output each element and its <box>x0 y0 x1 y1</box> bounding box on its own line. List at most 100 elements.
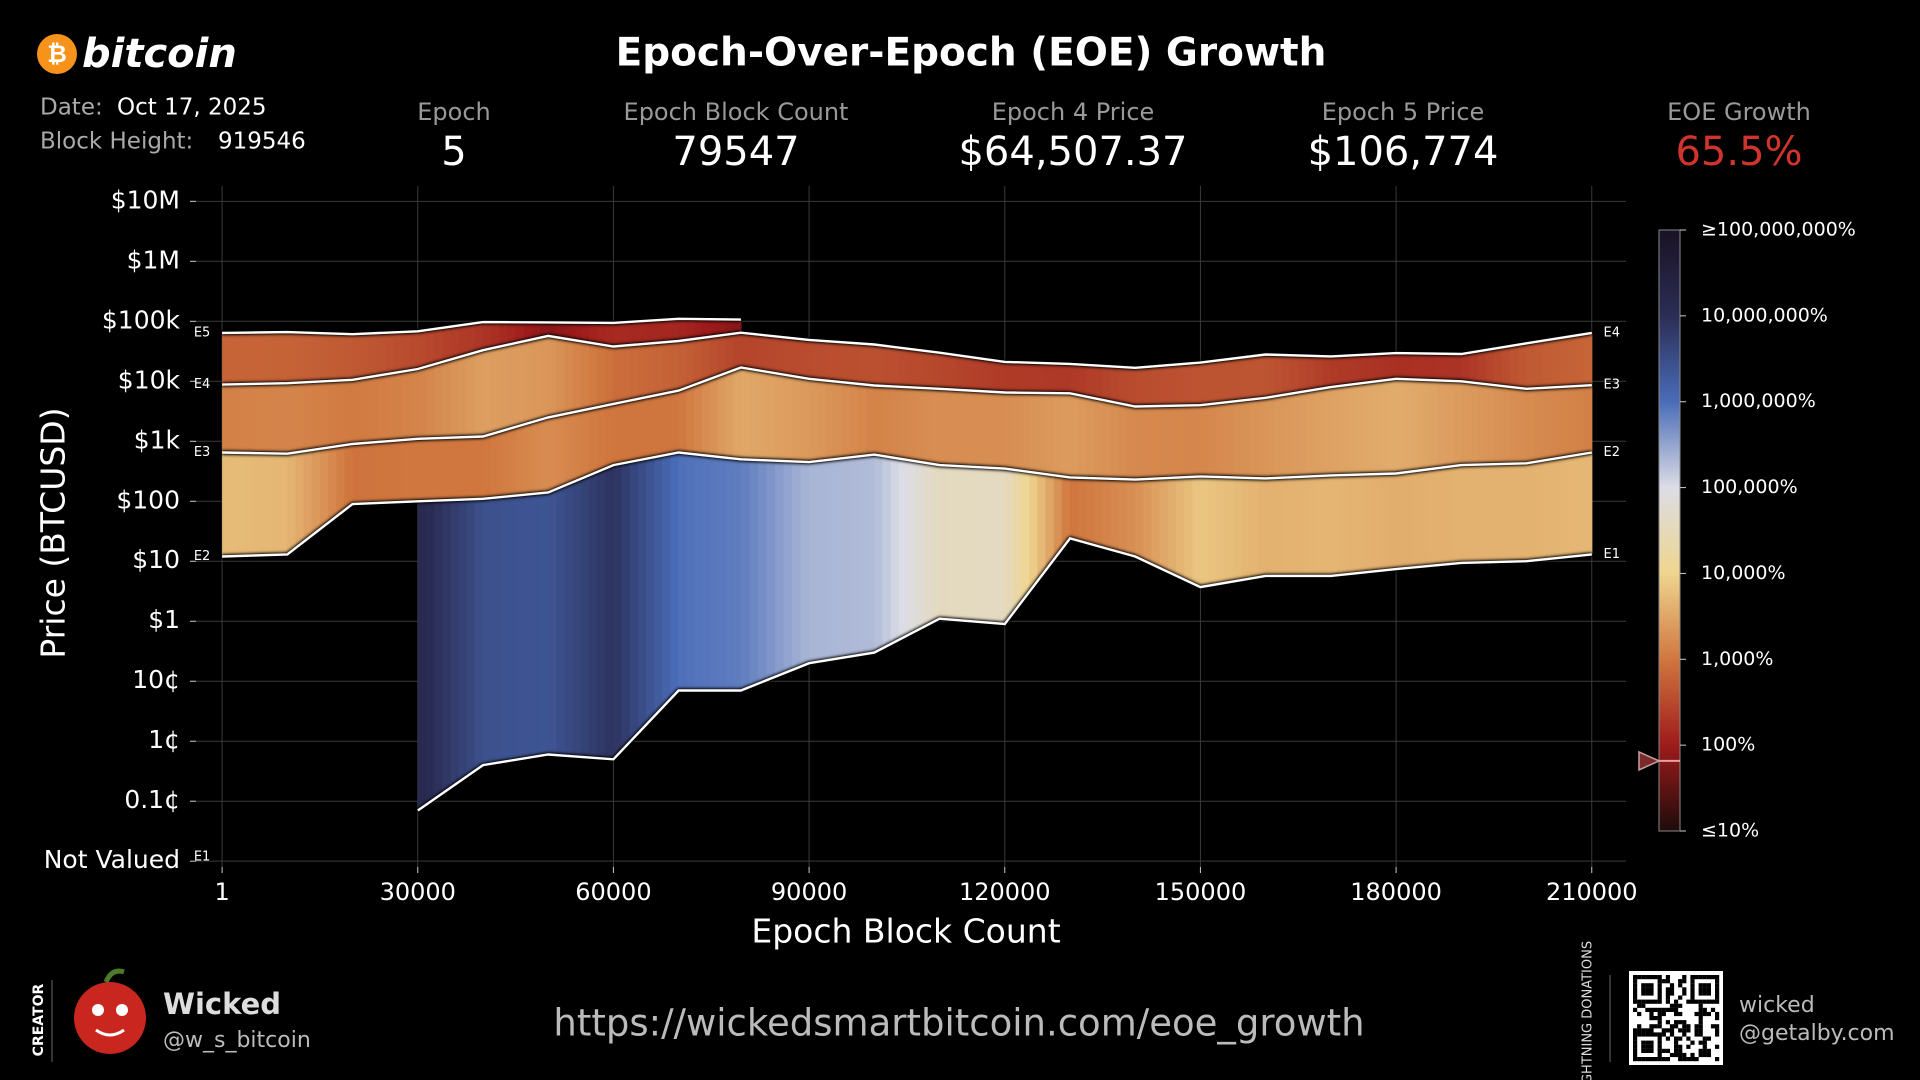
y-axis-title: Price (BTCUSD) <box>34 407 73 658</box>
growth-band <box>279 453 288 555</box>
qr-module <box>1706 999 1711 1004</box>
qr-module <box>1682 1032 1687 1037</box>
growth-band <box>287 332 297 384</box>
growth-band <box>898 386 908 460</box>
growth-band <box>613 463 623 760</box>
growth-band <box>825 459 835 661</box>
growth-band <box>1575 334 1585 387</box>
series-label: E1 <box>1604 547 1621 562</box>
growth-band <box>980 358 990 392</box>
qr-module <box>1645 983 1650 988</box>
growth-band <box>1404 471 1413 569</box>
growth-band <box>360 377 370 444</box>
growth-band <box>841 382 851 459</box>
growth-band <box>800 377 810 463</box>
growth-band <box>1493 385 1503 465</box>
qr-module <box>1715 991 1720 996</box>
growth-band <box>931 463 941 623</box>
growth-band <box>637 458 647 734</box>
growth-band <box>401 331 411 372</box>
growth-band <box>694 454 703 691</box>
stat-value: 65.5% <box>1675 129 1802 175</box>
growth-band <box>678 452 688 691</box>
date: Oct 17, 2025 <box>117 95 267 121</box>
qr-module <box>1715 1011 1720 1017</box>
growth-band <box>955 466 965 621</box>
growth-band <box>1379 353 1389 381</box>
growth-band <box>694 337 703 385</box>
growth-band <box>1045 474 1055 571</box>
growth-band <box>564 482 574 757</box>
growth-band <box>564 412 574 486</box>
qr-module <box>1649 1016 1654 1021</box>
growth-band <box>1518 387 1528 464</box>
growth-band <box>1404 379 1413 473</box>
growth-band <box>678 318 688 341</box>
growth-band <box>1216 476 1226 585</box>
growth-band <box>474 322 484 353</box>
growth-band <box>385 332 394 375</box>
growth-band <box>1477 464 1487 563</box>
y-tick-label: 10¢ <box>132 665 180 694</box>
growth-band <box>564 322 574 340</box>
growth-band <box>540 417 549 494</box>
y-tick-label: $1 <box>148 605 180 634</box>
qr-module <box>1690 991 1695 996</box>
growth-band <box>670 390 680 455</box>
growth-band <box>238 332 248 385</box>
growth-band <box>1012 362 1022 393</box>
qr-module <box>1686 1028 1691 1033</box>
growth-band <box>1534 460 1544 561</box>
series-line <box>222 317 741 336</box>
growth-band <box>1045 393 1055 476</box>
growth-band <box>352 378 362 445</box>
growth-band <box>972 357 981 392</box>
growth-band <box>1339 474 1348 576</box>
growth-band <box>1314 355 1324 390</box>
qr-module <box>1686 1024 1691 1029</box>
growth-band <box>955 354 965 391</box>
growth-band <box>775 460 785 677</box>
growth-band <box>287 382 297 454</box>
growth-band <box>890 457 900 645</box>
qr-module <box>1665 1036 1670 1041</box>
colorbar-tick-label: ≥100,000,000% <box>1701 219 1856 241</box>
qr-module <box>1657 1032 1662 1037</box>
qr-module <box>1706 991 1711 996</box>
qr-module <box>1698 983 1703 988</box>
growth-band <box>709 319 719 337</box>
qr-module <box>1657 995 1662 1000</box>
growth-band <box>246 332 256 385</box>
growth-band <box>1143 366 1153 407</box>
growth-band <box>450 437 460 501</box>
qr-module <box>1645 1040 1650 1045</box>
qr-module <box>1641 991 1646 996</box>
y-tick-label: $10 <box>132 545 180 574</box>
growth-band <box>1363 354 1373 383</box>
growth-band <box>1086 477 1096 546</box>
growth-band <box>523 494 533 759</box>
growth-band <box>833 381 843 460</box>
growth-band <box>988 359 998 393</box>
growth-band <box>1445 380 1454 468</box>
qr-module <box>1698 1016 1703 1021</box>
growth-band <box>629 398 639 462</box>
qr-module <box>1665 1020 1670 1025</box>
growth-band <box>988 391 998 469</box>
growth-band <box>717 456 726 691</box>
qr-module <box>1715 979 1720 984</box>
growth-band <box>1184 476 1193 584</box>
growth-band <box>1453 353 1462 382</box>
growth-band <box>474 436 484 500</box>
growth-band <box>1004 392 1014 470</box>
growth-band <box>1208 360 1218 405</box>
growth-band <box>996 392 1006 469</box>
stat-label: Epoch 4 Price <box>992 98 1155 126</box>
growth-band <box>733 367 742 460</box>
qr-module <box>1633 1036 1638 1041</box>
growth-band <box>1224 401 1234 478</box>
qr-module <box>1690 1057 1695 1062</box>
qr-module <box>1661 1032 1666 1037</box>
growth-band <box>1086 396 1096 479</box>
growth-band <box>757 370 768 461</box>
